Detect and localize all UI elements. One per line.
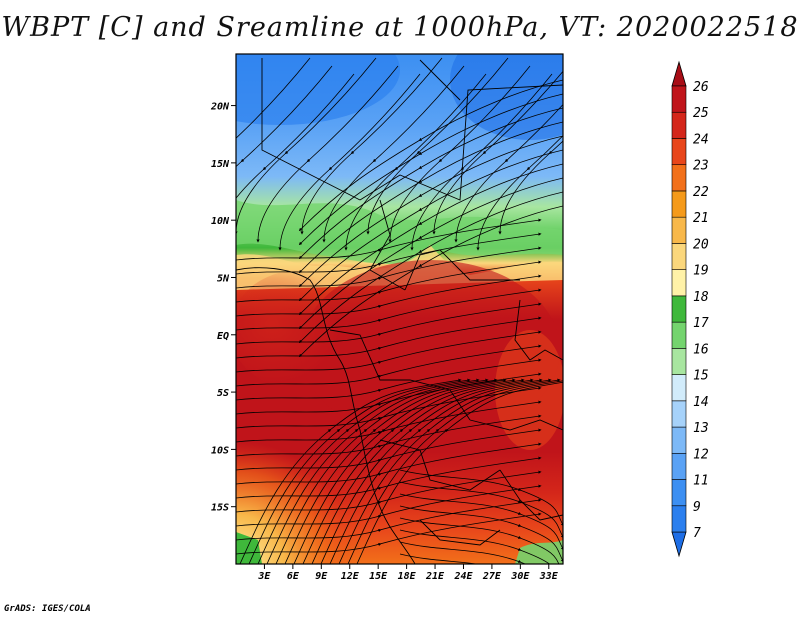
y-tick-label: 15S (211, 503, 229, 514)
colorbar-label: 14 (693, 395, 709, 410)
colorbar-label: 23 (693, 159, 709, 174)
x-tick-label: 21E (425, 571, 445, 582)
colorbar-label: 13 (693, 421, 709, 436)
x-tick-label: 27E (482, 571, 502, 582)
x-tick-label: 30E (510, 571, 530, 582)
colorbar-segment (671, 479, 687, 507)
colorbar-legend: 7 9 11 12 13 14 15 16 17 18 19 20 21 22 23 24 25 26 (671, 60, 709, 558)
x-tick-label: 12E (341, 571, 360, 582)
colorbar-segment (671, 111, 687, 139)
latitude-axis: 20N 15N 10N 5N EQ 5S 10S 15S (210, 102, 236, 514)
x-tick-label: 24E (453, 571, 473, 582)
y-tick-label: 5S (217, 388, 229, 399)
streamline (236, 512, 542, 555)
colorbar-segment (671, 452, 687, 480)
colorbar-label: 12 (693, 447, 709, 462)
colorbar-label: 21 (693, 211, 709, 226)
colorbar-label: 18 (693, 290, 709, 305)
wbpt-field (236, 54, 563, 564)
colorbar-label: 26 (693, 80, 709, 95)
colorbar-segment (671, 400, 687, 428)
colorbar-segment (671, 269, 687, 297)
y-tick-label: 10S (211, 445, 229, 456)
x-tick-label: 6E (287, 571, 300, 582)
colorbar-segment (671, 164, 687, 192)
colorbar-label: 9 (693, 500, 701, 515)
x-tick-label: 9E (315, 571, 328, 582)
streamline (399, 529, 563, 564)
colorbar-label: 22 (693, 185, 709, 200)
colorbar-label: 15 (693, 369, 709, 384)
colorbar-segment (671, 85, 687, 113)
colorbar-label: 24 (693, 132, 709, 147)
colorbar-label: 16 (693, 342, 709, 357)
y-tick-label: 15N (211, 159, 230, 170)
colorbar-segment (671, 374, 687, 402)
colorbar-segment (671, 426, 687, 454)
colorbar-label: 17 (693, 316, 709, 331)
grads-credit: GrADS: IGES/COLA (4, 604, 91, 614)
longitude-axis: 3E 6E 9E 12E 15E 18E 21E 24E 27E 30E 33E (257, 564, 559, 582)
map-title: WBPT [C] and Sreamline at 1000hPa, VT: 2… (1, 12, 799, 43)
y-tick-label: 10N (211, 216, 230, 227)
colorbar-min-arrow (671, 531, 687, 558)
y-tick-label: 20N (210, 102, 230, 113)
colorbar-segment (671, 295, 687, 323)
x-tick-label: 33E (539, 571, 559, 582)
streamline (432, 70, 563, 235)
x-tick-label: 15E (369, 571, 388, 582)
streamlines (236, 57, 563, 564)
colorbar-label: 19 (693, 264, 709, 279)
colorbar-segment (671, 216, 687, 244)
colorbar-label: 25 (693, 106, 709, 121)
colorbar-max-arrow (671, 60, 687, 87)
y-tick-label: EQ (217, 331, 229, 342)
colorbar-label: 7 (693, 526, 701, 541)
colorbar-segment (671, 505, 687, 533)
x-tick-label: 3E (257, 571, 271, 582)
colorbar-segment (671, 138, 687, 166)
streamline (399, 541, 563, 564)
streamline (236, 57, 311, 139)
colorbar-segment (671, 348, 687, 375)
y-tick-label: 5N (217, 273, 230, 284)
colorbar-segment (671, 243, 687, 270)
map-frame (235, 53, 564, 565)
streamline (236, 57, 377, 235)
x-tick-label: 18E (398, 571, 417, 582)
streamline (356, 378, 563, 564)
colorbar-label: 20 (693, 237, 709, 252)
colorbar-segment (671, 321, 687, 349)
streamline (399, 553, 481, 564)
colorbar-label: 11 (693, 474, 709, 489)
colorbar-segment (671, 190, 687, 218)
